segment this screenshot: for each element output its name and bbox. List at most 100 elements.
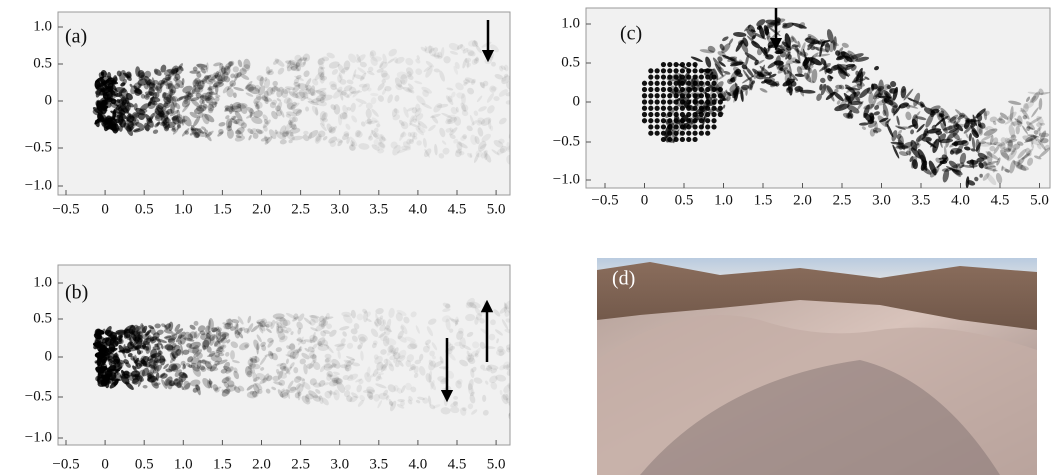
- y-tick-label: −0.5: [553, 133, 580, 149]
- y-tick-label: 1.0: [33, 18, 52, 34]
- x-tick-label: 5.0: [1030, 192, 1049, 208]
- y-tick-label: −1.0: [553, 171, 580, 187]
- y-tick-label: −1.0: [25, 429, 52, 445]
- x-tick-label: 2.0: [793, 192, 812, 208]
- x-tick-label: −0.5: [591, 192, 618, 208]
- vortex: [661, 62, 666, 67]
- x-tick-label: 4.0: [951, 192, 970, 208]
- panel-label: (c): [620, 23, 642, 45]
- vortex: [661, 112, 666, 117]
- x-tick-label: 4.5: [991, 192, 1010, 208]
- vortex: [692, 68, 697, 73]
- vortex: [686, 137, 691, 142]
- vortex: [667, 68, 672, 73]
- panel-label: (a): [65, 26, 87, 48]
- vortex: [642, 87, 647, 92]
- vortex: [692, 137, 697, 142]
- vortex: [711, 118, 716, 123]
- vortex: [648, 68, 653, 73]
- x-tick-label: 1.0: [174, 201, 193, 217]
- vortex: [661, 81, 666, 86]
- x-tick-label: 3.0: [872, 192, 891, 208]
- vortex: [661, 99, 666, 104]
- x-tick-label: 3.5: [369, 456, 388, 472]
- vortex: [648, 124, 653, 129]
- x-tick-label: 0: [101, 201, 109, 217]
- y-tick-label: −0.5: [25, 388, 52, 404]
- vortex: [661, 68, 666, 73]
- x-tick-label: 1.5: [754, 192, 773, 208]
- vortex: [680, 68, 685, 73]
- x-tick-label: 5.0: [487, 456, 506, 472]
- vortex: [661, 106, 666, 111]
- vortex: [667, 81, 672, 86]
- x-tick-label: 2.5: [291, 456, 310, 472]
- y-tick-label: 1.0: [561, 15, 580, 31]
- vortex: [661, 87, 666, 92]
- x-tick-label: 4.0: [409, 456, 428, 472]
- vortex: [655, 68, 660, 73]
- vortex: [699, 131, 704, 136]
- vortex: [648, 93, 653, 98]
- vortex: [642, 99, 647, 104]
- y-tick-label: 0.5: [33, 310, 52, 326]
- x-tick-label: 2.5: [291, 201, 310, 217]
- vortex: [227, 380, 234, 387]
- x-tick-label: 3.5: [912, 192, 931, 208]
- vortex: [642, 81, 647, 86]
- x-tick-label: 0: [641, 192, 649, 208]
- x-tick-label: 0.5: [135, 456, 154, 472]
- vortex: [705, 131, 710, 136]
- x-tick-label: 4.5: [448, 456, 467, 472]
- vortex: [667, 62, 672, 67]
- y-tick-label: 0.5: [33, 55, 52, 71]
- x-tick-label: 2.0: [252, 456, 271, 472]
- x-tick-label: 0.5: [675, 192, 694, 208]
- vortex: [655, 87, 660, 92]
- vortex: [642, 118, 647, 123]
- vortex: [686, 62, 691, 67]
- vortex: [674, 68, 679, 73]
- panel-label: (b): [65, 282, 88, 304]
- vortex: [655, 93, 660, 98]
- x-tick-label: 1.0: [174, 456, 193, 472]
- vortex: [655, 106, 660, 111]
- y-tick-label: 1.0: [33, 274, 52, 290]
- x-tick-label: −0.5: [52, 456, 79, 472]
- vortex: [655, 124, 660, 129]
- vortex: [655, 112, 660, 117]
- plot-panel: 1.00.50−0.5−1.0−0.500.51.01.52.02.53.03.…: [553, 8, 1052, 208]
- vortex: [648, 81, 653, 86]
- x-tick-label: 0: [101, 456, 109, 472]
- vortex: [648, 112, 653, 117]
- vortex: [661, 74, 666, 79]
- x-tick-label: 3.0: [330, 456, 349, 472]
- panel-label: (d): [612, 268, 635, 290]
- vortex: [648, 106, 653, 111]
- vortex: [648, 118, 653, 123]
- x-tick-label: −0.5: [52, 201, 79, 217]
- vortex: [655, 81, 660, 86]
- x-tick-label: 0.5: [135, 201, 154, 217]
- x-tick-label: 5.0: [487, 201, 506, 217]
- vortex: [966, 160, 978, 165]
- vortex: [692, 131, 697, 136]
- y-tick-label: 0: [573, 93, 581, 109]
- y-tick-label: −0.5: [25, 139, 52, 155]
- vortex: [648, 74, 653, 79]
- vortex: [648, 87, 653, 92]
- x-tick-label: 3.5: [369, 201, 388, 217]
- photo-panel: (d): [597, 258, 1037, 475]
- plot-area: [58, 265, 510, 445]
- x-tick-label: 4.5: [448, 201, 467, 217]
- vortex: [648, 131, 653, 136]
- vortex: [686, 131, 691, 136]
- vortex: [655, 74, 660, 79]
- vortex: [655, 131, 660, 136]
- vortex: [661, 93, 666, 98]
- y-tick-label: 0.5: [561, 54, 580, 70]
- vortex: [705, 124, 710, 129]
- vortex: [642, 112, 647, 117]
- vortex: [655, 99, 660, 104]
- vortex: [674, 62, 679, 67]
